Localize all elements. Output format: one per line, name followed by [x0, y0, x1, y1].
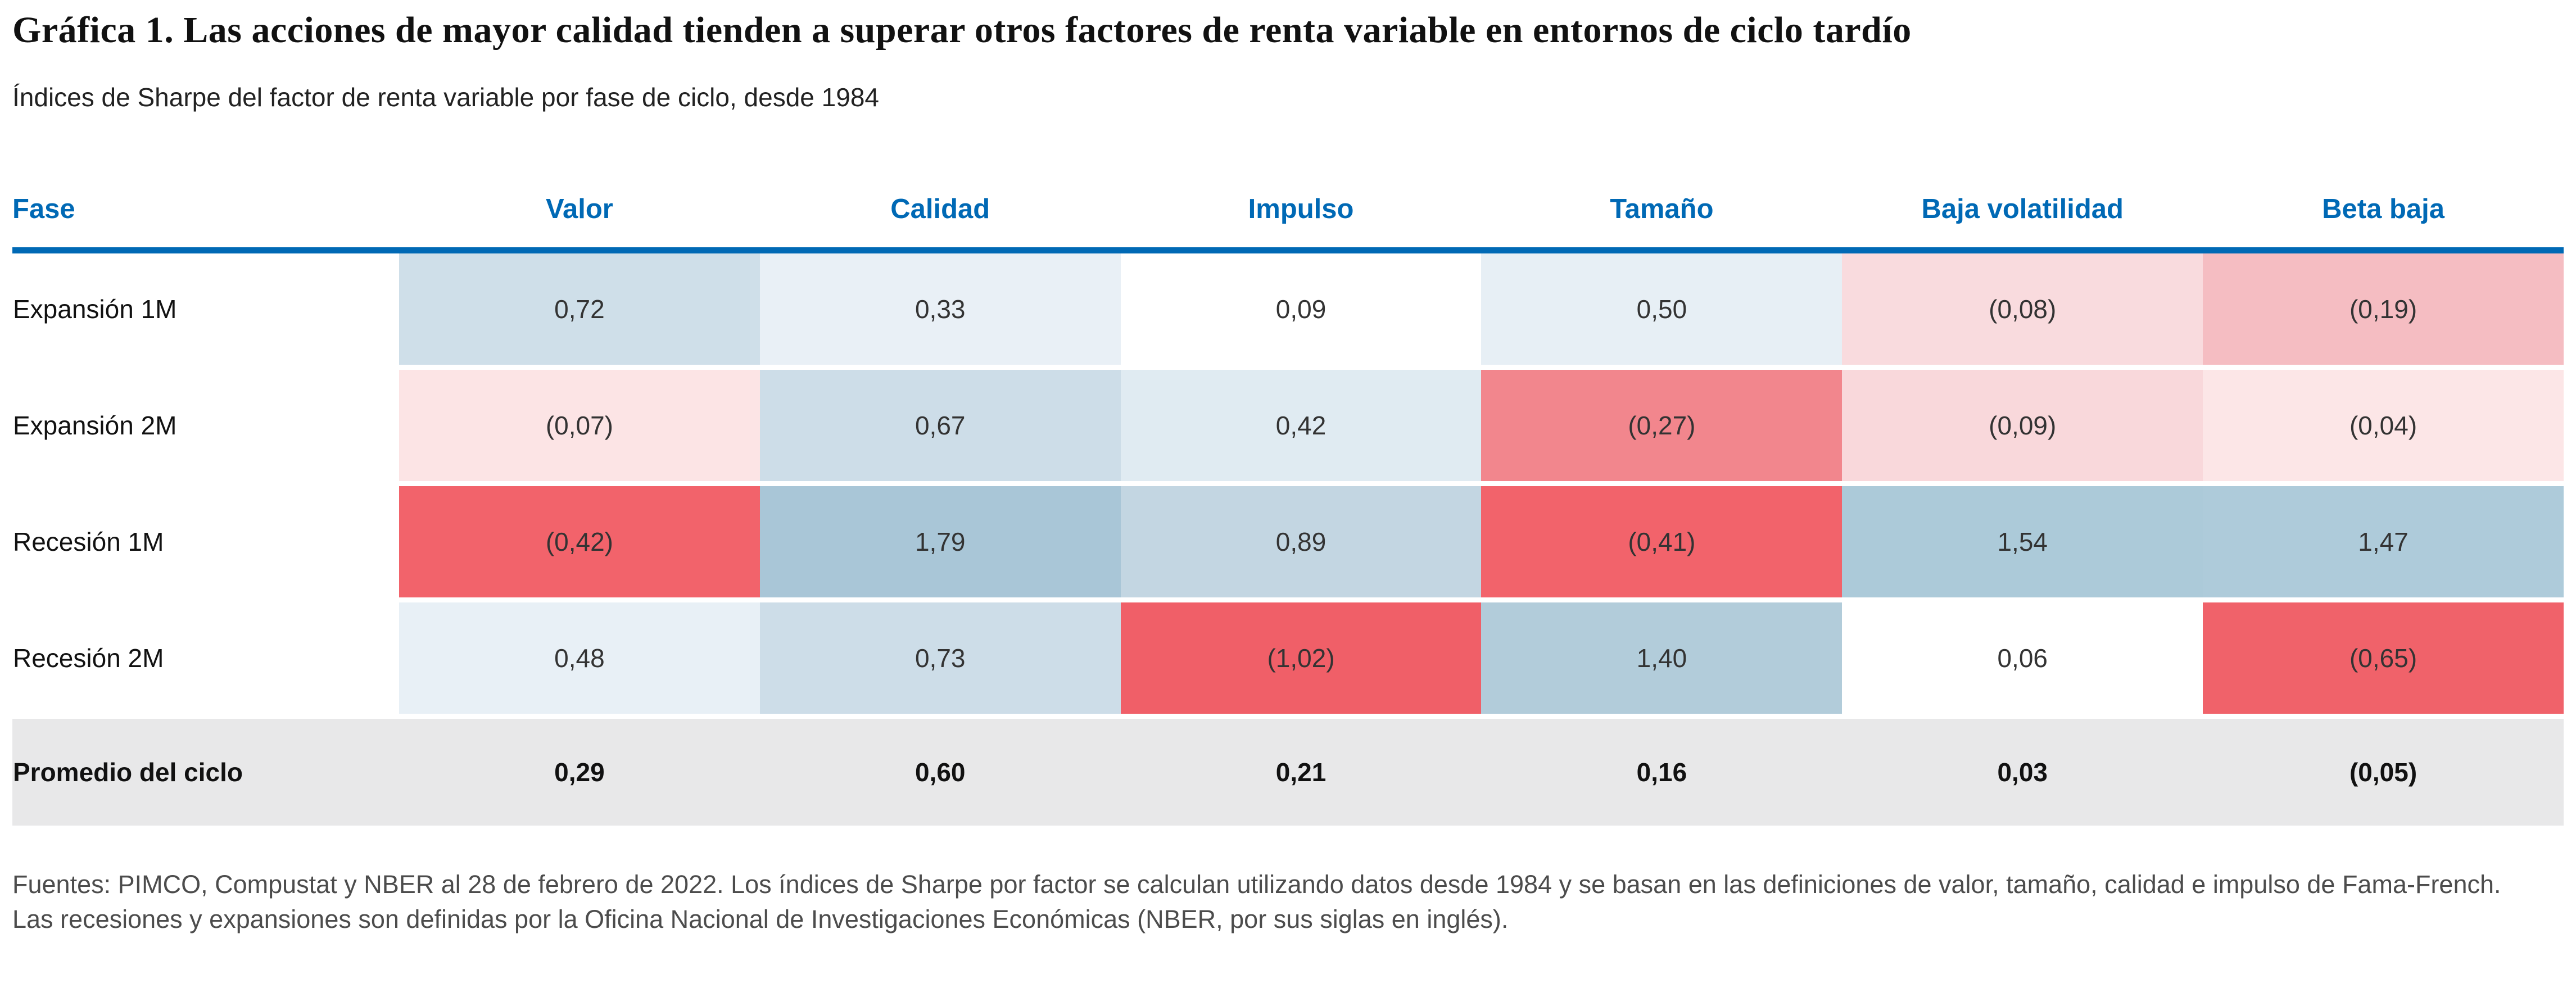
heat-cell: 0,67: [759, 367, 1121, 486]
heat-cell: (0,42): [399, 483, 760, 602]
table-row-expansion-2m: Expansión 2M (0,07) 0,67 0,42 (0,27) (0,…: [12, 367, 2564, 486]
figure-container: Gráfica 1. Las acciones de mayor calidad…: [12, 10, 2564, 933]
heat-cell: (1,02): [1120, 600, 1482, 719]
heat-cell: 1,47: [2203, 483, 2564, 602]
row-label: Expansión 2M: [12, 367, 399, 486]
table-header-row: Fase Valor Calidad Impulso Tamaño Baja v…: [12, 160, 2564, 253]
heat-cell: 1,40: [1481, 600, 1842, 719]
column-header-calidad: Calidad: [759, 160, 1121, 253]
average-cell: 0,21: [1120, 716, 1482, 826]
row-label: Recesión 1M: [12, 483, 399, 602]
heat-cell: 1,54: [1842, 483, 2203, 602]
row-label: Expansión 1M: [12, 250, 399, 370]
column-header-fase: Fase: [12, 160, 399, 253]
average-cell: (0,05): [2203, 716, 2564, 826]
column-header-impulso: Impulso: [1120, 160, 1482, 253]
heat-cell: (0,19): [2203, 250, 2564, 370]
heat-cell: 0,48: [399, 600, 760, 719]
heat-cell: (0,08): [1842, 250, 2203, 370]
heat-cell: 0,42: [1120, 367, 1482, 486]
column-header-beta-baja: Beta baja: [2203, 160, 2564, 253]
sharpe-ratio-table: Fase Valor Calidad Impulso Tamaño Baja v…: [12, 160, 2564, 826]
table-row-recesion-2m: Recesión 2M 0,48 0,73 (1,02) 1,40 0,06 (…: [12, 600, 2564, 719]
average-cell: 0,16: [1481, 716, 1842, 826]
heat-cell: (0,27): [1481, 367, 1842, 486]
row-label: Recesión 2M: [12, 600, 399, 719]
column-header-valor: Valor: [399, 160, 760, 253]
average-cell: 0,29: [399, 716, 760, 826]
chart-subtitle: Índices de Sharpe del factor de renta va…: [12, 82, 879, 112]
table-row-cycle-average: Promedio del ciclo 0,29 0,60 0,21 0,16 0…: [12, 716, 2564, 826]
heat-cell: (0,09): [1842, 367, 2203, 486]
heat-cell: 0,89: [1120, 483, 1482, 602]
source-note: Fuentes: PIMCO, Compustat y NBER al 28 d…: [12, 869, 2501, 933]
heat-cell: (0,41): [1481, 483, 1842, 602]
heat-cell: 0,09: [1120, 250, 1482, 370]
heat-cell: 0,50: [1481, 250, 1842, 370]
table-row-recesion-1m: Recesión 1M (0,42) 1,79 0,89 (0,41) 1,54…: [12, 483, 2564, 602]
heat-cell: (0,65): [2203, 600, 2564, 719]
heat-cell: 0,06: [1842, 600, 2203, 719]
column-header-baja-volatilidad: Baja volatilidad: [1842, 160, 2203, 253]
page-title: Gráfica 1. Las acciones de mayor calidad…: [12, 10, 1912, 51]
heat-cell: (0,04): [2203, 367, 2564, 486]
average-cell: 0,03: [1842, 716, 2203, 826]
heat-cell: 0,33: [759, 250, 1121, 370]
heat-cell: (0,07): [399, 367, 760, 486]
heat-cell: 0,72: [399, 250, 760, 370]
row-label: Promedio del ciclo: [12, 716, 399, 826]
heat-cell: 0,73: [759, 600, 1121, 719]
column-header-tamano: Tamaño: [1481, 160, 1842, 253]
heat-cell: 1,79: [759, 483, 1121, 602]
average-cell: 0,60: [759, 716, 1121, 826]
table-row-expansion-1m: Expansión 1M 0,72 0,33 0,09 0,50 (0,08) …: [12, 250, 2564, 370]
